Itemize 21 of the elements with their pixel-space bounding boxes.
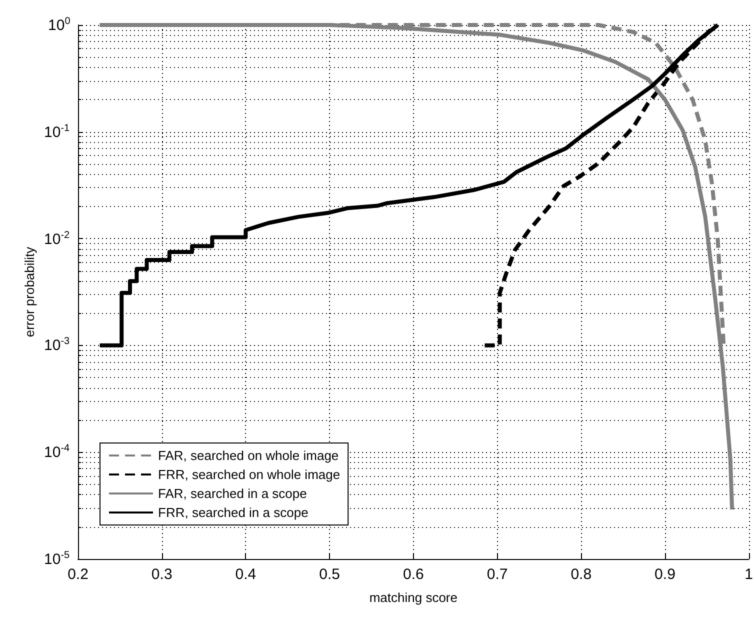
legend-label: FAR, searched in a scope [158,486,307,501]
legend-label: FAR, searched on whole image [158,448,339,463]
x-tick-label: 1 [744,566,753,583]
y-tick-label: 10$^{-2}$ [44,230,70,248]
x-tick-label: 0.2 [68,566,88,583]
legend-label: FRR, searched on whole image [158,467,340,482]
x-tick-label: 0.7 [486,566,508,583]
y-tick-label: 10$^{0}$ [48,16,70,34]
x-tick-label: 0.4 [235,566,256,583]
y-tick-label: 10$^{-5}$ [44,550,70,568]
legend-label: FRR, searched in a scope [158,505,308,520]
y-tick-label: 10$^{-1}$ [44,122,70,141]
y-axis-title: error probability [22,246,37,338]
x-tick-label: 0.6 [402,566,424,583]
x-axis-title: matching score [369,590,458,605]
y-tick-label: 10$^{-3}$ [44,336,70,354]
y-tick-label: 10$^{-4}$ [44,443,70,462]
x-tick-label: 0.8 [570,566,592,583]
x-tick-label: 0.3 [151,566,172,583]
x-tick-label: 0.9 [654,566,676,583]
x-tick-label: 0.5 [319,566,340,583]
